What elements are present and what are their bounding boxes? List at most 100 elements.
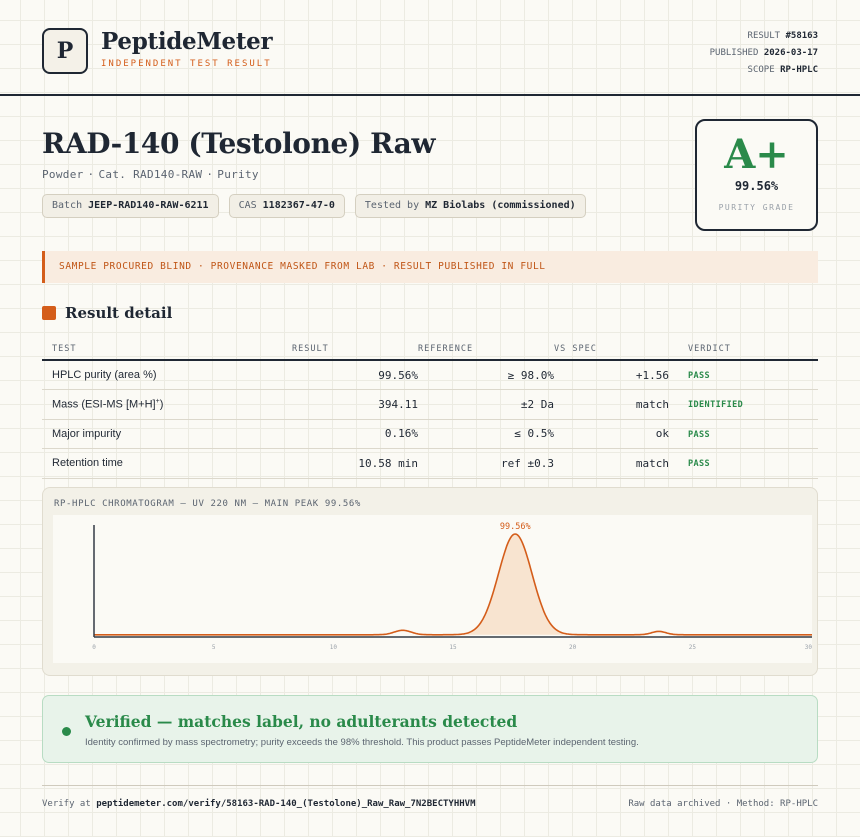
footer-divider (42, 785, 818, 786)
verified-title: Verified — matches label, no adulterants… (85, 712, 518, 731)
cas-chip: CAS 1182367-47-0 (228, 194, 345, 218)
row-test-name: Retention time (42, 448, 292, 479)
row-test-name: Major impurity (42, 419, 292, 449)
product-subtitle: Powder · Cat. RAD140-RAW · Purity (42, 168, 259, 181)
product-form: Powder (42, 168, 84, 181)
product-title: RAD-140 (Testolone) Raw (42, 127, 436, 160)
row-result: 394.11 (292, 389, 418, 420)
test-name-text: Mass (ESI-MS [M+H] (52, 398, 156, 411)
tested-by-value: MZ Biolabs (commissioned) (425, 200, 576, 211)
product-catalog: Cat. RAD140-RAW (98, 168, 203, 181)
brand-name: PeptideMeter (101, 28, 273, 55)
brand-logo: P (42, 28, 88, 74)
row-vs-spec: match (554, 389, 669, 420)
verify-link[interactable]: peptidemeter.com/verify/58163-RAD-140_(T… (96, 799, 476, 809)
row-reference: ≥ 98.0% (418, 360, 554, 390)
purity-grade-card: A+ 99.56% PURITY GRADE (695, 119, 818, 231)
section-title: Result detail (65, 304, 173, 322)
table-header-row: TEST RESULT REFERENCE VS SPEC VERDICT (42, 338, 818, 361)
product-chips: Batch JEEP-RAD140-RAW-6211 CAS 1182367-4… (42, 194, 586, 218)
result-id-value: #58163 (785, 31, 818, 41)
row-verdict: PASS (669, 360, 818, 390)
verify-prefix: Verify at (42, 799, 91, 809)
scope-label: SCOPE (747, 65, 775, 75)
table-row: Major impurity 0.16% ≤ 0.5% ok PASS (42, 419, 818, 449)
chart-plot-background (53, 515, 812, 663)
cas-value: 1182367-47-0 (262, 200, 335, 211)
test-name-text: HPLC purity (area %) (52, 369, 157, 381)
column-header-reference: REFERENCE (418, 338, 554, 361)
report-header: P PeptideMeter INDEPENDENT TEST RESULT R… (0, 0, 860, 96)
row-vs-spec: ok (554, 419, 669, 449)
x-tick-labels: 0 5 10 15 20 25 30 (92, 644, 812, 651)
test-name-superscript: + (155, 397, 160, 405)
row-verdict: IDENTIFIED (669, 389, 818, 420)
row-result: 99.56% (292, 360, 418, 390)
separator: · (87, 168, 95, 181)
row-reference: ≤ 0.5% (418, 419, 554, 449)
chromatogram-trace (94, 533, 812, 636)
grade-percent: 99.56% (734, 179, 779, 193)
footer-archive: Raw data archived · Method: RP-HPLC (628, 799, 818, 809)
x-tick-label: 0 (92, 644, 96, 651)
verified-panel: Verified — matches label, no adulterants… (42, 695, 818, 763)
result-id-line: RESULT #58163 (710, 28, 818, 45)
row-test-name: HPLC purity (area %) (42, 360, 292, 390)
column-header-result: RESULT (292, 338, 418, 361)
product-test-type: Purity (217, 168, 259, 181)
row-reference: ref ±0.3 (418, 448, 554, 479)
published-value: 2026-03-17 (763, 48, 818, 58)
brand-tagline: INDEPENDENT TEST RESULT (101, 59, 272, 69)
published-line: PUBLISHED 2026-03-17 (710, 45, 818, 62)
batch-value: JEEP-RAD140-RAW-6211 (88, 200, 209, 211)
verdict-badge: PASS (688, 371, 711, 381)
tested-by-chip: Tested by MZ Biolabs (commissioned) (354, 194, 586, 218)
x-tick-label: 25 (689, 644, 697, 651)
result-id-label: RESULT (747, 31, 781, 41)
x-tick-label: 15 (449, 644, 457, 651)
x-tick-label: 30 (805, 644, 812, 651)
column-header-test: TEST (42, 338, 292, 361)
verified-status-dot (62, 727, 71, 736)
row-test-name: Mass (ESI-MS [M+H]+) (42, 389, 292, 420)
row-result: 10.58 min (292, 448, 418, 479)
tested-by-label: Tested by (364, 200, 420, 211)
verdict-badge: PASS (688, 429, 711, 440)
row-verdict: PASS (669, 419, 818, 449)
table-row: Mass (ESI-MS [M+H]+) 394.11 ±2 Da match … (42, 389, 818, 420)
test-name-text: Retention time (52, 457, 123, 470)
provenance-banner: SAMPLE PROCURED BLIND · PROVENANCE MASKE… (42, 251, 818, 283)
main-peak-fill (461, 534, 569, 635)
row-verdict: PASS (669, 448, 818, 479)
grade-label: PURITY GRADE (718, 203, 795, 212)
x-tick-label: 10 (330, 644, 338, 651)
main-peak-label: 99.56% (500, 522, 531, 532)
grade-letter: A+ (724, 131, 789, 178)
table-row: HPLC purity (area %) 99.56% ≥ 98.0% +1.5… (42, 360, 818, 390)
separator: · (206, 168, 214, 181)
section-marker (42, 306, 56, 320)
verdict-badge: PASS (688, 459, 711, 470)
verdict-badge: IDENTIFIED (688, 400, 744, 411)
row-vs-spec: +1.56 (554, 360, 669, 390)
column-header-verdict: VERDICT (669, 338, 818, 361)
test-name-suffix: ) (159, 398, 164, 411)
chromatogram-chart: 0 5 10 15 20 25 30 99.56% (53, 515, 812, 663)
chromatogram-card: RP-HPLC CHROMATOGRAM — UV 220 NM — MAIN … (42, 487, 818, 676)
batch-label: Batch (52, 200, 83, 211)
footer-verify: Verify at peptidemeter.com/verify/58163-… (42, 799, 476, 809)
column-header-vs-spec: VS SPEC (554, 338, 669, 361)
row-result: 0.16% (292, 419, 418, 449)
verified-description: Identity confirmed by mass spectrometry;… (85, 737, 639, 748)
batch-chip: Batch JEEP-RAD140-RAW-6211 (42, 194, 219, 218)
report-meta: RESULT #58163 PUBLISHED 2026-03-17 SCOPE… (710, 28, 818, 79)
cas-label: CAS (238, 200, 257, 211)
table-row: Retention time 10.58 min ref ±0.3 match … (42, 448, 818, 479)
row-reference: ±2 Da (418, 389, 554, 420)
x-tick-label: 20 (569, 644, 577, 651)
results-table: TEST RESULT REFERENCE VS SPEC VERDICT HP… (42, 338, 818, 479)
chart-title: RP-HPLC CHROMATOGRAM — UV 220 NM — MAIN … (54, 499, 361, 509)
test-name-text: Major impurity (52, 427, 122, 440)
row-vs-spec: match (554, 448, 669, 479)
x-tick-label: 5 (212, 644, 216, 651)
